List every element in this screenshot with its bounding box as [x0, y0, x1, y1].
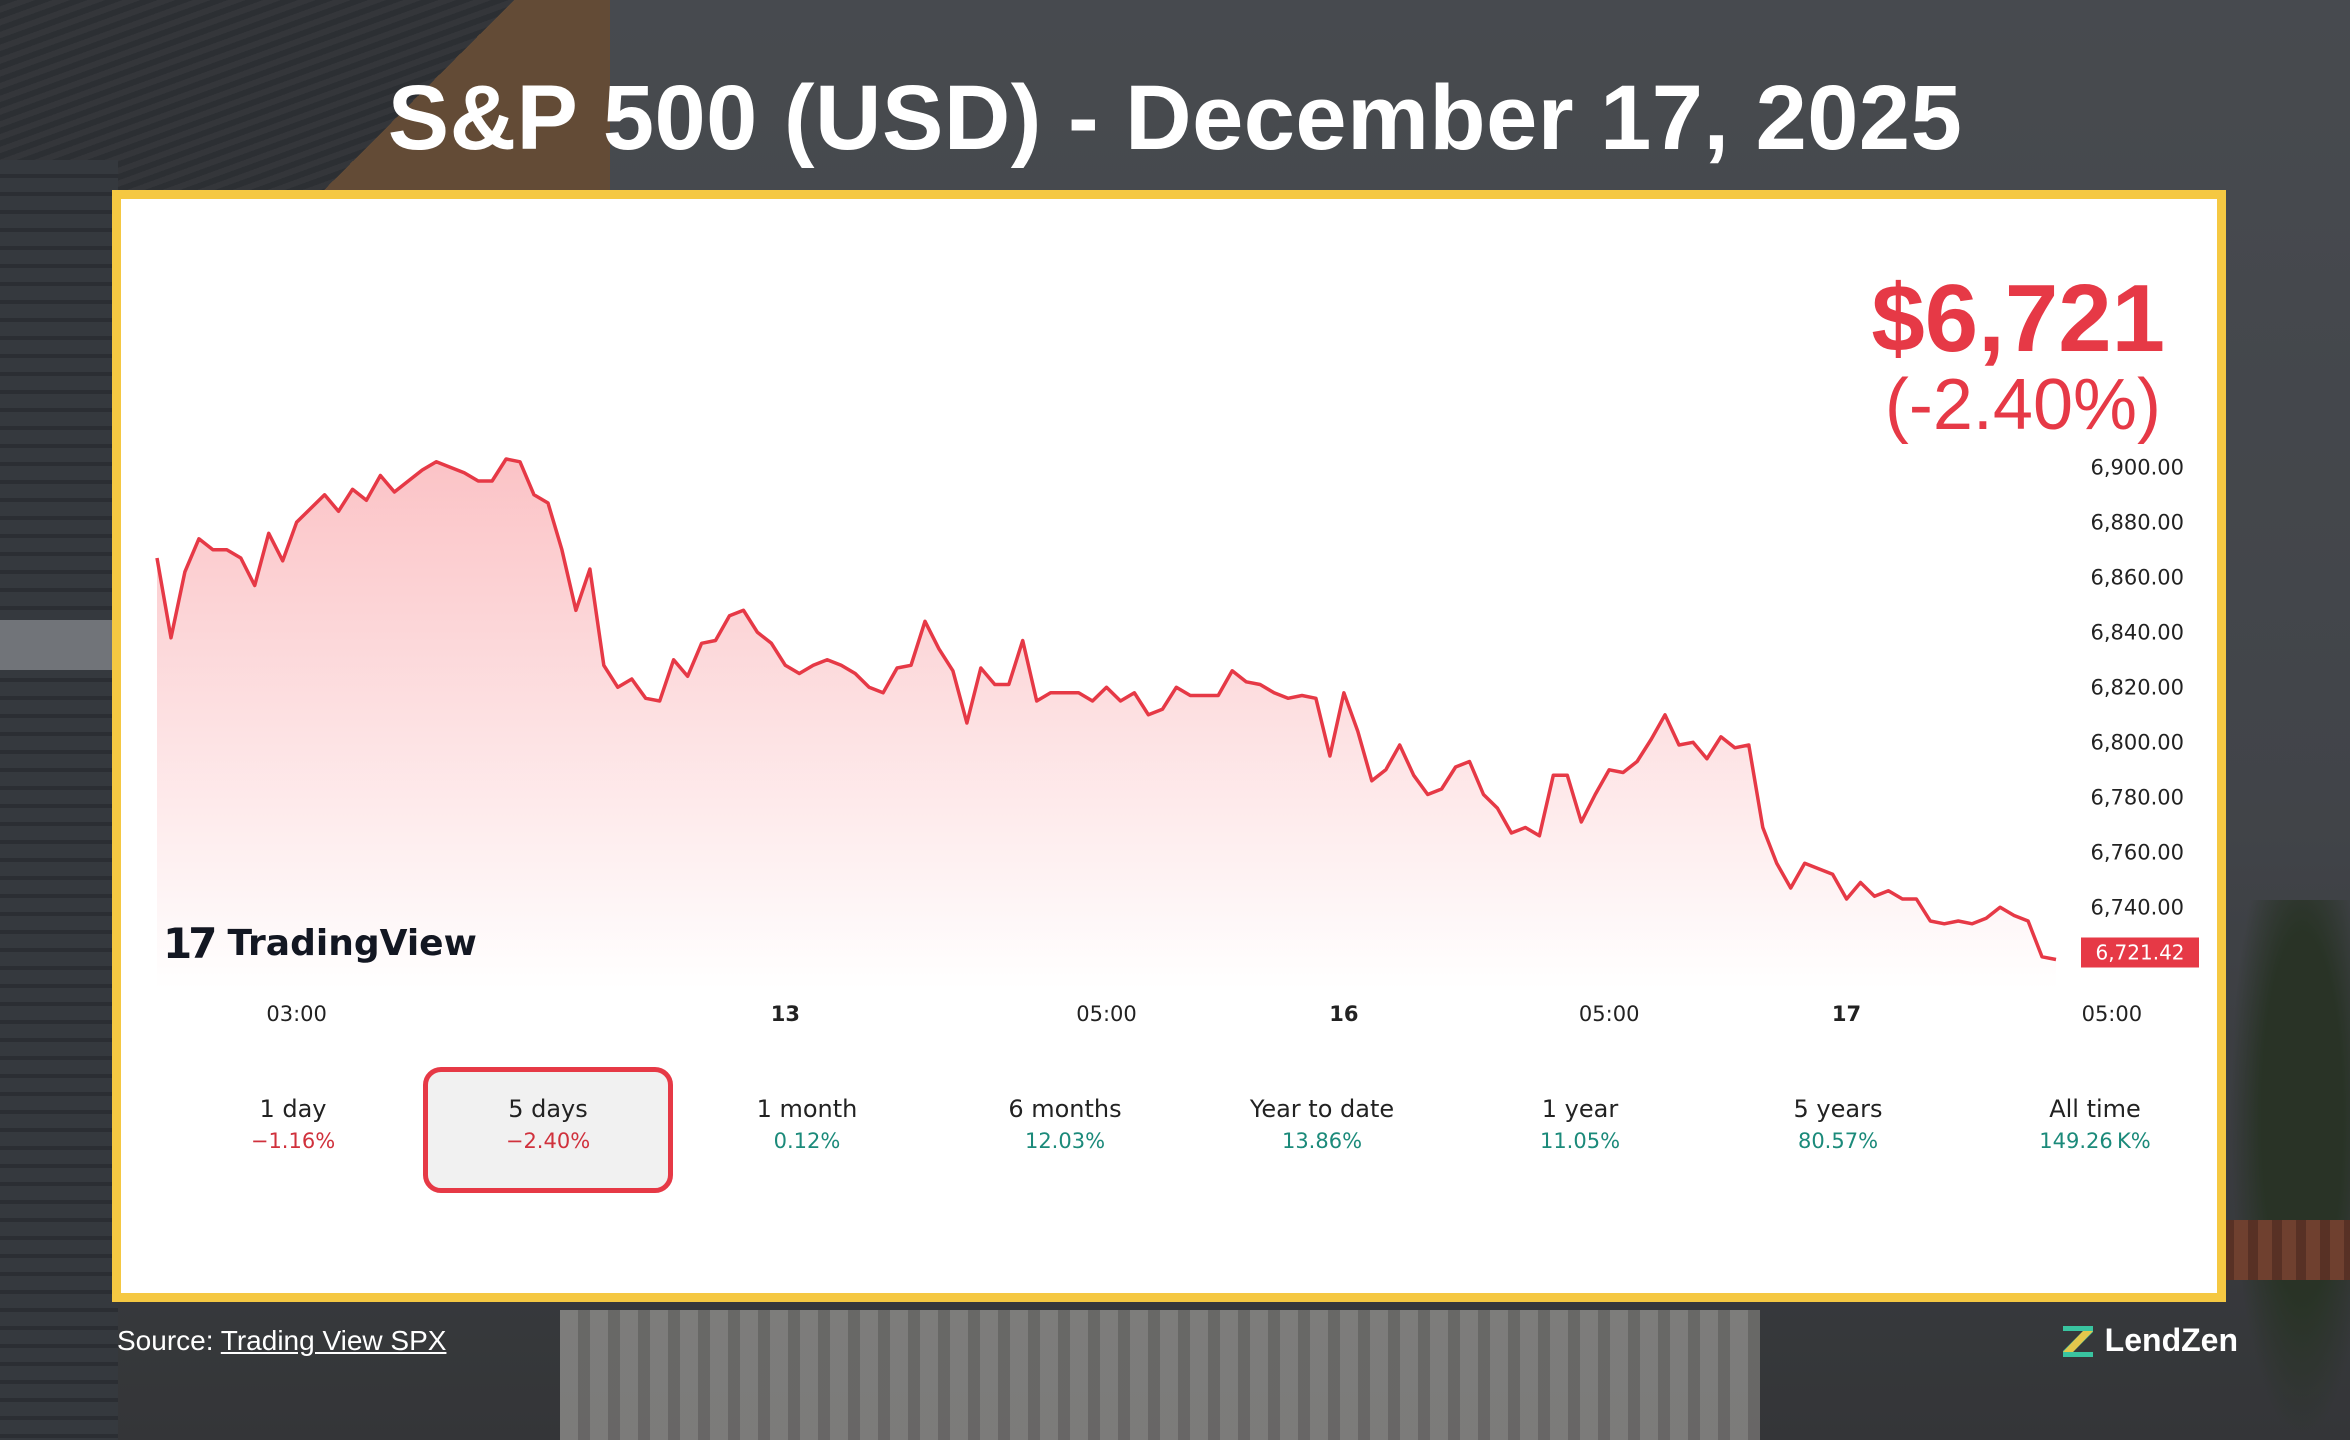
period-change: 13.86% [1281, 1129, 1363, 1153]
price-chart[interactable]: 6,900.00 6,880.00 6,860.00 6,840.00 6,820.00… [121, 199, 2217, 1059]
y-tick-label: 6,740.00 [2090, 895, 2184, 919]
period-change: −2.40% [505, 1129, 591, 1153]
period-change: 149.26 K% [2039, 1129, 2151, 1153]
current-price: $6,721 [1871, 265, 2165, 372]
lendzen-wordmark: LendZen [2104, 1322, 2238, 1358]
source-credit: Source: Trading View SPX [117, 1325, 446, 1357]
period-tab-1-month[interactable]: 1 month 0.12% [682, 1067, 932, 1193]
period-label: 5 years [1793, 1095, 1883, 1123]
y-tick-label: 6,880.00 [2090, 510, 2184, 534]
price-change-percent: (-2.40%) [1884, 365, 2161, 445]
source-link[interactable]: Trading View SPX [220, 1325, 447, 1356]
period-change: 12.03% [1024, 1129, 1106, 1153]
period-tab-1-day[interactable]: 1 day −1.16% [168, 1067, 418, 1193]
y-tick-label: 6,800.00 [2090, 730, 2184, 754]
price-area-fill [157, 459, 2056, 989]
lendzen-z-icon [2062, 1325, 2093, 1357]
x-tick-label: 05:00 [1579, 1002, 1640, 1026]
period-change: 11.05% [1539, 1129, 1621, 1153]
last-value-label: 6,721.42 [2095, 941, 2184, 965]
y-tick-label: 6,780.00 [2090, 785, 2184, 809]
lendzen-logo: LendZen [2061, 1322, 2238, 1359]
period-change: 0.12% [773, 1129, 841, 1153]
tradingview-logo: 17 TradingView [163, 919, 477, 968]
x-tick-label: 05:00 [1076, 1002, 1137, 1026]
x-tick-label: 17 [1832, 1002, 1861, 1026]
tradingview-wordmark: TradingView [227, 923, 477, 964]
period-label: 6 months [1008, 1095, 1122, 1123]
y-tick-label: 6,820.00 [2090, 675, 2184, 699]
period-label: 1 day [259, 1095, 327, 1123]
source-prefix: Source: [117, 1325, 221, 1356]
period-tab-6-months[interactable]: 6 months 12.03% [940, 1067, 1190, 1193]
tradingview-mark-icon: 17 [163, 919, 217, 968]
period-tab-1-year[interactable]: 1 year 11.05% [1455, 1067, 1705, 1193]
last-value-badge [2081, 937, 2199, 968]
period-label: 1 year [1541, 1095, 1619, 1123]
chart-card: 6,900.00 6,880.00 6,860.00 6,840.00 6,820.00… [112, 190, 2226, 1302]
period-tab-year-to-date[interactable]: Year to date 13.86% [1197, 1067, 1447, 1193]
price-line [155, 457, 2057, 962]
period-label: 5 days [508, 1095, 588, 1123]
period-change: −1.16% [250, 1129, 336, 1153]
x-tick-label: 13 [771, 1002, 800, 1026]
y-tick-label: 6,840.00 [2090, 620, 2184, 644]
period-label: Year to date [1249, 1095, 1395, 1123]
page-title: S&P 500 (USD) - December 17, 2025 [387, 67, 1963, 169]
x-tick-label: 03:00 [266, 1002, 327, 1026]
period-label: All time [2049, 1095, 2141, 1123]
period-tab-all-time[interactable]: All time 149.26 K% [1970, 1067, 2220, 1193]
period-label: 1 month [756, 1095, 858, 1123]
y-tick-label: 6,860.00 [2090, 565, 2184, 589]
period-tab-5-days[interactable]: 5 days −2.40% [423, 1067, 673, 1193]
y-tick-label: 6,760.00 [2090, 840, 2184, 864]
y-tick-label: 6,900.00 [2090, 455, 2184, 479]
period-selector: 1 day −1.16% 5 days −2.40% 1 month 0.12% 6 mon… [151, 1067, 2191, 1193]
period-change: 80.57% [1797, 1129, 1879, 1153]
x-tick-label: 16 [1329, 1002, 1358, 1026]
period-tab-5-years[interactable]: 5 years 80.57% [1713, 1067, 1963, 1193]
x-tick-label: 05:00 [2082, 1002, 2143, 1026]
